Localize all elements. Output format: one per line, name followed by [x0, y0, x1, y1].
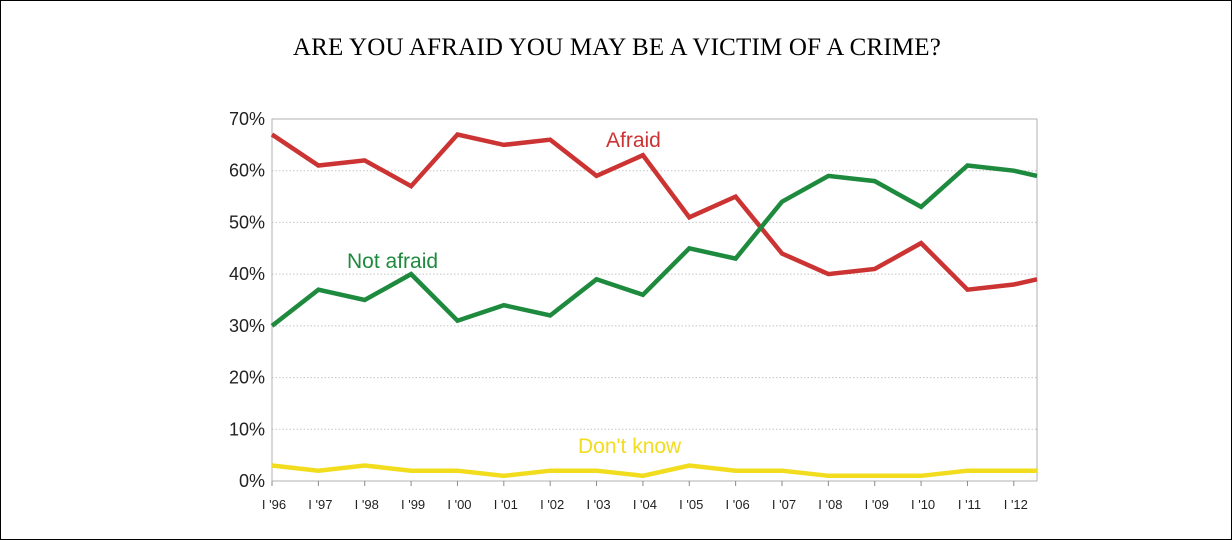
grid-layer: [272, 170, 1037, 430]
x-tick-label: I '12: [1004, 497, 1028, 512]
x-tick-label: I '10: [911, 497, 935, 512]
x-tick-label: I '08: [818, 497, 842, 512]
afraid-line: [270, 132, 1038, 293]
x-tick-label: I '05: [679, 497, 703, 512]
y-tick-label: 30%: [229, 316, 265, 336]
y-tick-label: 40%: [229, 264, 265, 284]
x-tick-label: I '06: [726, 497, 750, 512]
x-tick-label: I '97: [308, 497, 332, 512]
x-tick-label: I '02: [540, 497, 564, 512]
afraid-label: Afraid: [606, 129, 661, 152]
not-afraid-line: [270, 163, 1038, 328]
x-tick-label: I '07: [772, 497, 796, 512]
y-tick-label: 0%: [239, 471, 265, 491]
series-label-layer: Afraid Not afraid Don't know: [347, 129, 682, 458]
y-tick-label: 50%: [229, 212, 265, 232]
dont-know-line: [271, 463, 1037, 479]
x-tick-label: I '00: [447, 497, 471, 512]
x-tick-label: I '96: [262, 497, 286, 512]
x-tick-label: I '98: [355, 497, 379, 512]
plot-area-border: [271, 118, 1038, 482]
x-tick-label: I '03: [586, 497, 610, 512]
y-tick-label: 10%: [229, 419, 265, 439]
y-tick-label: 70%: [229, 109, 265, 129]
x-tick-label: I '01: [494, 497, 518, 512]
chart-title: ARE YOU AFRAID YOU MAY BE A VICTIM OF A …: [292, 34, 942, 61]
x-tick-label: I '99: [401, 497, 425, 512]
x-tick-label: I '04: [633, 497, 657, 512]
y-tick-label: 20%: [229, 368, 265, 388]
series-layer: [270, 132, 1038, 479]
y-tick-label: 60%: [229, 161, 265, 181]
x-tick-label: I '11: [958, 497, 981, 512]
not-afraid-label: Not afraid: [347, 250, 438, 273]
axis-layer: 0% 10% 20% 30% 40% 50% 60% 70% I '96 I '97 I '98 I …: [229, 109, 1038, 512]
dont-know-label: Don't know: [578, 435, 682, 458]
x-tick-label: I '09: [865, 497, 889, 512]
